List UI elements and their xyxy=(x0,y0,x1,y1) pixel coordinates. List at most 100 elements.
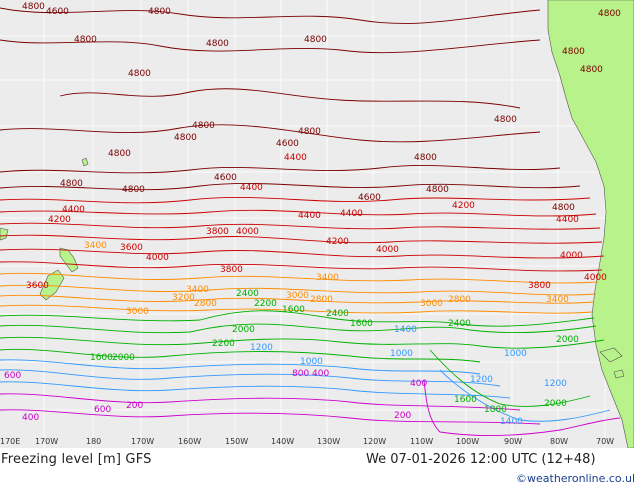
contour-label: 4400 xyxy=(340,209,363,219)
contour-label: 4800 xyxy=(206,39,229,49)
contour-label: 400 xyxy=(312,369,329,379)
contour-label: 4000 xyxy=(376,245,399,255)
contour-label: 3400 xyxy=(546,295,569,305)
contour-label: 1000 xyxy=(390,349,413,359)
contour-label: 1600 xyxy=(90,353,113,363)
contour-label: 1000 xyxy=(300,357,323,367)
contour-label: 4800 xyxy=(414,153,437,163)
contour-label: 1200 xyxy=(470,375,493,385)
contour-label: 3600 xyxy=(120,243,143,253)
contour-label: 4400 xyxy=(556,215,579,225)
contour-label: 3000 xyxy=(286,291,309,301)
contour-label: 200 xyxy=(394,411,411,421)
contour-label: 4800 xyxy=(148,7,171,17)
contour-label: 1200 xyxy=(250,343,273,353)
contour-label: 4600 xyxy=(214,173,237,183)
contour-label: 3200 xyxy=(172,293,195,303)
contour-label: 1600 xyxy=(282,305,305,315)
credit-link[interactable]: ©weatheronline.co.uk xyxy=(516,472,634,485)
lon-tick: 90W xyxy=(504,437,522,446)
contour-label: 2800 xyxy=(194,299,217,309)
contour-label: 2400 xyxy=(448,319,471,329)
lon-tick: 80W xyxy=(550,437,568,446)
contour-label: 1200 xyxy=(544,379,567,389)
lon-tick: 170W xyxy=(131,437,154,446)
valid-time: We 07-01-2026 12:00 UTC (12+48) xyxy=(366,452,596,467)
contour-label: 600 xyxy=(94,405,111,415)
contour-label: 4800 xyxy=(22,2,45,12)
contour-label: 4000 xyxy=(236,227,259,237)
lon-tick: 150W xyxy=(225,437,248,446)
lon-tick: 170E xyxy=(0,437,20,446)
freezing-level-map: 4800 4600 4800 4800 4800 4800 4800 4800 … xyxy=(0,0,634,448)
longitude-axis: 170E 170W 180 170W 160W 150W 140W 130W 1… xyxy=(0,437,614,446)
contour-label: 4800 xyxy=(174,133,197,143)
contour-label: 4800 xyxy=(580,65,603,75)
contour-label: 4200 xyxy=(452,201,475,211)
contour-label: 400 xyxy=(22,413,39,423)
lon-tick: 70W xyxy=(596,437,614,446)
ocean-background xyxy=(0,0,634,448)
lon-tick: 140W xyxy=(271,437,294,446)
contour-label: 1400 xyxy=(500,417,523,427)
contour-label: 2000 xyxy=(556,335,579,345)
contour-label: 2200 xyxy=(212,339,235,349)
contour-label: 2000 xyxy=(544,399,567,409)
contour-label: 4800 xyxy=(192,121,215,131)
lon-tick: 120W xyxy=(363,437,386,446)
pacific-island xyxy=(81,157,89,167)
contour-label: 3400 xyxy=(84,241,107,251)
contour-label: 3800 xyxy=(220,265,243,275)
new-zealand-north xyxy=(59,247,79,273)
south-america-landmass xyxy=(547,0,634,448)
contour-label: 4400 xyxy=(284,153,307,163)
contour-label: 4000 xyxy=(584,273,607,283)
contour-label: 3800 xyxy=(206,227,229,237)
map-title: Freezing level [m] GFS xyxy=(1,452,152,467)
contour-label: 4200 xyxy=(48,215,71,225)
contour-label: 2400 xyxy=(326,309,349,319)
falkland-islands xyxy=(613,369,625,379)
lon-tick: 100W xyxy=(456,437,479,446)
contour-label: 3800 xyxy=(528,281,551,291)
contour-label: 4000 xyxy=(146,253,169,263)
contour-label: 4600 xyxy=(46,7,69,17)
contour-label: 3600 xyxy=(26,281,49,291)
contour-label: 4400 xyxy=(62,205,85,215)
contour-label: 2400 xyxy=(236,289,259,299)
contour-label: 4800 xyxy=(426,185,449,195)
contour-label: 4800 xyxy=(562,47,585,57)
contour-label: 3400 xyxy=(186,285,209,295)
contour-label: 800 xyxy=(292,369,309,379)
contour-label: 4400 xyxy=(240,183,263,193)
contour-label: 4400 xyxy=(298,211,321,221)
contour-label: 4600 xyxy=(276,139,299,149)
lon-tick: 130W xyxy=(317,437,340,446)
contour-label: 2000 xyxy=(232,325,255,335)
contour-label: 4800 xyxy=(122,185,145,195)
contour-label: 3000 xyxy=(420,299,443,309)
contour-label: 1000 xyxy=(504,349,527,359)
contour-lines xyxy=(0,7,621,437)
contour-label: 1800 xyxy=(484,405,507,415)
contour-label: 4000 xyxy=(560,251,583,261)
contour-label: 4800 xyxy=(298,127,321,137)
contour-label: 2200 xyxy=(254,299,277,309)
contour-label: 4800 xyxy=(108,149,131,159)
contour-label: 4800 xyxy=(494,115,517,125)
contour-label: 2800 xyxy=(448,295,471,305)
contour-label: 4800 xyxy=(74,35,97,45)
contour-label: 600 xyxy=(4,371,21,381)
lon-tick: 170W xyxy=(35,437,58,446)
contour-label: 3400 xyxy=(316,273,339,283)
contour-label: 1600 xyxy=(454,395,477,405)
lon-tick: 160W xyxy=(178,437,201,446)
contour-label: 2000 xyxy=(112,353,135,363)
tasmania-coast xyxy=(0,227,9,241)
contour-label: 4800 xyxy=(60,179,83,189)
contour-label: 3000 xyxy=(126,307,149,317)
contour-label: 4800 xyxy=(552,203,575,213)
contour-label: 4600 xyxy=(358,193,381,203)
contour-label: 200 xyxy=(126,401,143,411)
contour-label: 1600 xyxy=(350,319,373,329)
